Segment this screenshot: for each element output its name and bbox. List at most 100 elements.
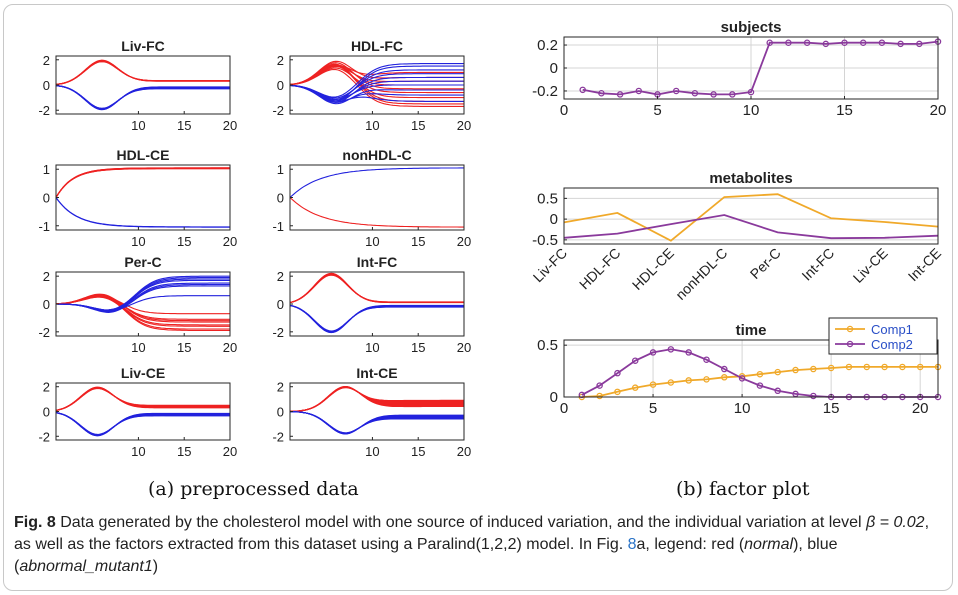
series-line-series (563, 214, 939, 240)
category-label: Per-C (747, 245, 784, 282)
x-tick-label: 15 (823, 400, 840, 417)
data-point (685, 349, 692, 356)
series-line (290, 304, 464, 332)
x-tick-label: 20 (223, 234, 237, 249)
x-tick-label: 5 (649, 400, 657, 417)
series-line (290, 304, 464, 332)
data-point (729, 91, 736, 98)
chart-title: HDL-CE (117, 147, 170, 163)
x-tick-label: 10 (131, 234, 145, 249)
y-tick-label: 2 (277, 269, 284, 284)
data-point (721, 374, 728, 381)
axes-box (563, 339, 939, 398)
figure-ref-link[interactable]: 8 (627, 536, 637, 553)
y-tick-label: -0.5 (532, 232, 558, 249)
category-label: Int-CE (905, 245, 944, 284)
series-line (56, 197, 230, 228)
data-point (649, 349, 657, 356)
series-line (290, 304, 464, 333)
series-line-series (563, 193, 939, 242)
chart-title: Liv-FC (121, 38, 165, 54)
data-point (845, 363, 853, 371)
legend-entry: Comp2 (871, 337, 913, 352)
series-line (290, 84, 464, 102)
series-line (56, 85, 230, 109)
chart-panel-int-fc: Int-FC -2 0 2 10 15 20 (272, 254, 471, 355)
category-label: Liv-FC (530, 245, 570, 285)
y-tick-label: -2 (272, 429, 284, 444)
data-point (916, 363, 924, 371)
series-line (290, 274, 464, 304)
caption-text-4: ), blue ( (14, 536, 838, 575)
data-point (792, 366, 799, 374)
chart-title: nonHDL-C (342, 147, 411, 163)
data-point (635, 87, 643, 95)
x-tick-label: 15 (411, 340, 425, 355)
data-point (579, 86, 586, 94)
series-line (290, 304, 464, 333)
series-line (56, 167, 230, 198)
series-line (56, 412, 230, 435)
chart-panel-nonhdl-c: nonHDL-C -1 0 1 10 15 20 (272, 147, 471, 249)
x-tick-label: 0 (560, 102, 568, 119)
data-point (691, 90, 699, 97)
x-tick-label: 5 (653, 102, 661, 119)
series-line (56, 387, 230, 411)
y-tick-label: 0.5 (537, 337, 558, 354)
series-line (290, 274, 464, 304)
data-point (738, 375, 746, 382)
x-tick-label: 15 (177, 118, 191, 133)
series-line (290, 197, 464, 228)
y-tick-label: -2 (38, 429, 50, 444)
series-line (290, 84, 464, 105)
caption-text-1: Data generated by the cholesterol model … (55, 514, 867, 531)
legend-entry: Comp1 (871, 322, 913, 337)
chart-title: HDL-FC (351, 38, 403, 54)
legend-box (828, 317, 938, 355)
series-line (290, 304, 464, 334)
chart-panel-liv-fc: Liv-FC -2 0 2 10 15 20 (38, 38, 237, 133)
series-line (290, 273, 464, 304)
x-tick-label: 20 (912, 400, 929, 417)
series-line (56, 168, 230, 198)
data-point (667, 379, 675, 386)
x-tick-label: 20 (457, 118, 471, 133)
series-line (290, 167, 464, 198)
y-tick-label: 2 (277, 380, 284, 395)
series-line (290, 84, 464, 103)
chart-title: Int-FC (357, 254, 397, 270)
data-point (881, 363, 888, 371)
data-point (897, 40, 904, 48)
x-tick-label: 20 (223, 118, 237, 133)
axes-box (55, 382, 231, 441)
y-tick-label: 0.5 (537, 190, 558, 207)
caption-abnormal: abnormal_mutant1 (19, 558, 153, 575)
x-tick-label: 15 (177, 234, 191, 249)
x-tick-label: 10 (131, 118, 145, 133)
y-tick-label: -2 (272, 325, 284, 340)
chart-title: subjects (721, 19, 782, 36)
data-point (827, 364, 835, 372)
data-point (756, 382, 764, 389)
series-line (290, 273, 464, 304)
category-label: Liv-CE (850, 245, 891, 286)
chart-title: Liv-CE (121, 365, 165, 381)
category-label: nonHDL-C (672, 245, 730, 303)
x-tick-label: 20 (930, 102, 947, 119)
series-line-comp1 (581, 366, 938, 398)
data-point (596, 382, 603, 389)
data-point (721, 365, 728, 373)
chart-title: metabolites (709, 170, 792, 187)
data-point (649, 381, 657, 388)
series-line (290, 304, 464, 333)
chart-title: Per-C (124, 254, 161, 270)
series-line (56, 167, 230, 198)
y-tick-label: 2 (277, 53, 284, 68)
series-line (56, 295, 230, 315)
y-tick-label: 2 (43, 269, 50, 284)
series-line (290, 304, 464, 332)
x-tick-label: 10 (743, 102, 760, 119)
data-point (614, 369, 621, 377)
